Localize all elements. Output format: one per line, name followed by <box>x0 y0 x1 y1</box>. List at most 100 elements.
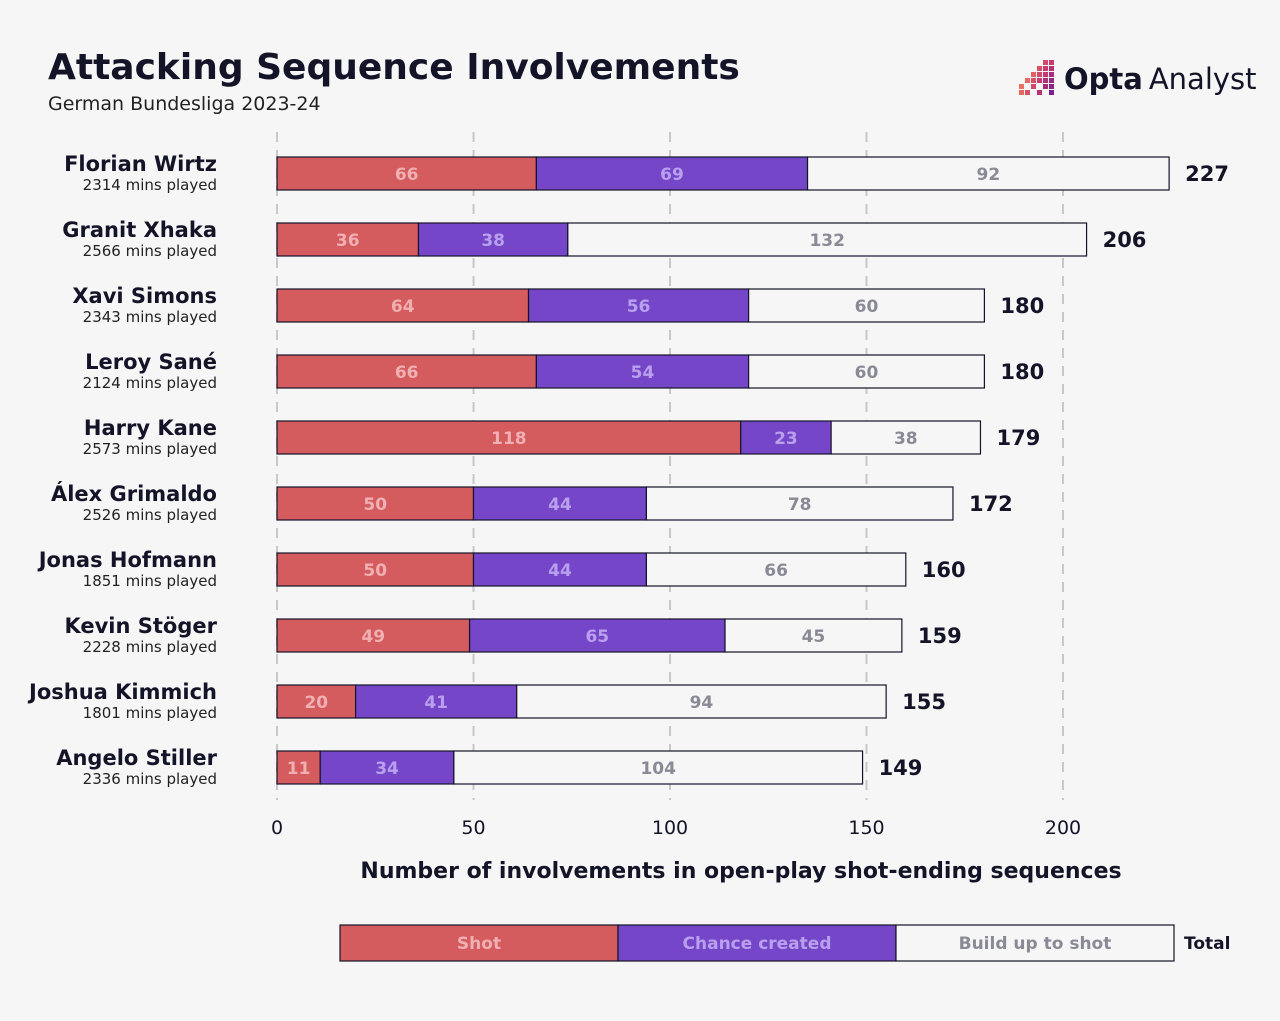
bar-segment-chance <box>527 288 750 323</box>
legend-swatch-buildup <box>895 924 1175 962</box>
logo-pixel <box>1043 72 1048 77</box>
legend-total-label: Total <box>1184 934 1230 954</box>
player-minutes: 2566 mins played <box>83 242 217 260</box>
bar-segment-buildup <box>724 618 903 653</box>
data-label-buildup: 60 <box>855 363 879 383</box>
bar-segment-buildup <box>747 288 985 323</box>
data-label-shot: 11 <box>287 759 311 779</box>
logo-pixel <box>1037 66 1042 71</box>
player-name: Xavi Simons <box>72 284 217 308</box>
data-label-shot: 36 <box>336 231 360 251</box>
data-label-buildup: 94 <box>690 693 714 713</box>
logo-pixel <box>1049 90 1054 95</box>
data-label-buildup: 92 <box>976 165 1000 185</box>
player-minutes: 2573 mins played <box>83 440 217 458</box>
chart-subtitle: German Bundesliga 2023-24 <box>48 93 321 115</box>
player-name: Angelo Stiller <box>56 746 217 770</box>
bar-segment-shot <box>276 750 321 785</box>
player-name: Granit Xhaka <box>62 218 217 242</box>
bar-segment-shot <box>276 618 471 653</box>
logo-pixel <box>1031 72 1036 77</box>
player-minutes: 2314 mins played <box>83 176 217 194</box>
data-label-buildup: 38 <box>894 429 918 449</box>
data-label-chance: 41 <box>424 693 448 713</box>
logo-pixel <box>1031 78 1036 83</box>
player-minutes: 1801 mins played <box>83 704 217 722</box>
bar-segment-buildup <box>645 486 954 521</box>
brand-name-bold: Opta <box>1064 62 1143 96</box>
x-tick-label: 100 <box>652 817 688 839</box>
data-label-buildup: 66 <box>764 561 788 581</box>
total-label: 149 <box>879 756 923 780</box>
bar-segment-buildup <box>453 750 864 785</box>
player-minutes: 2343 mins played <box>83 308 217 326</box>
player-minutes: 2124 mins played <box>83 374 217 392</box>
bar-segment-shot <box>276 156 537 191</box>
total-label: 160 <box>922 558 966 582</box>
player-name: Jonas Hofmann <box>37 548 217 572</box>
legend-swatch-chance <box>617 924 897 962</box>
logo-pixel <box>1043 84 1048 89</box>
bar-segment-buildup <box>567 222 1088 257</box>
player-name: Kevin Stöger <box>64 614 217 638</box>
logo-pixel <box>1037 72 1042 77</box>
chart-title: Attacking Sequence Involvements <box>48 47 740 88</box>
total-label: 172 <box>969 492 1013 516</box>
logo-pixel <box>1049 84 1054 89</box>
bar-segment-chance <box>417 222 569 257</box>
data-label-buildup: 104 <box>640 759 676 779</box>
logo-pixel <box>1049 72 1054 77</box>
data-label-shot: 118 <box>491 429 527 449</box>
player-minutes: 2336 mins played <box>83 770 217 788</box>
data-label-buildup: 45 <box>802 627 826 647</box>
brand-name-light: Analyst <box>1149 62 1257 96</box>
bar-segment-chance <box>535 354 750 389</box>
bar-segment-shot <box>276 486 475 521</box>
legend: Shot Chance created Build up to shot Total <box>339 924 1230 962</box>
bar-segment-shot <box>276 288 530 323</box>
data-label-shot: 66 <box>395 363 419 383</box>
total-label: 180 <box>1000 294 1044 318</box>
data-label-chance: 38 <box>481 231 505 251</box>
total-label: 180 <box>1000 360 1044 384</box>
bar-segment-buildup <box>747 354 985 389</box>
logo-pixel <box>1031 84 1036 89</box>
data-label-chance: 56 <box>627 297 651 317</box>
bar-segment-chance <box>472 486 648 521</box>
data-label-chance: 23 <box>774 429 798 449</box>
logo-pixel <box>1049 66 1054 71</box>
player-name: Álex Grimaldo <box>51 481 217 506</box>
x-axis-ticks: 0 50 100 150 200 <box>271 817 1081 839</box>
x-tick-label: 150 <box>848 817 884 839</box>
total-label: 155 <box>902 690 946 714</box>
data-label-chance: 69 <box>660 165 684 185</box>
data-label-shot: 64 <box>391 297 415 317</box>
bar-segment-chance <box>472 552 648 587</box>
logo-pixel <box>1037 90 1042 95</box>
legend-swatch-shot <box>339 924 619 962</box>
bar-segment-buildup <box>806 156 1170 191</box>
brand-name: Opta Analyst <box>1064 62 1257 96</box>
bar-segment-shot <box>276 420 742 455</box>
bar-segment-chance <box>468 618 726 653</box>
player-name: Harry Kane <box>84 416 217 440</box>
player-name: Leroy Sané <box>85 350 217 374</box>
logo-pixel <box>1019 84 1024 89</box>
legend-label-chance: Chance created <box>683 934 832 954</box>
data-label-buildup: 60 <box>855 297 879 317</box>
bar-segment-chance <box>355 684 518 719</box>
logo-pixel <box>1019 90 1024 95</box>
bar-segment-buildup <box>645 552 907 587</box>
data-label-shot: 20 <box>304 693 328 713</box>
bar-segment-buildup <box>830 420 982 455</box>
data-label-chance: 34 <box>375 759 399 779</box>
total-label: 206 <box>1103 228 1147 252</box>
